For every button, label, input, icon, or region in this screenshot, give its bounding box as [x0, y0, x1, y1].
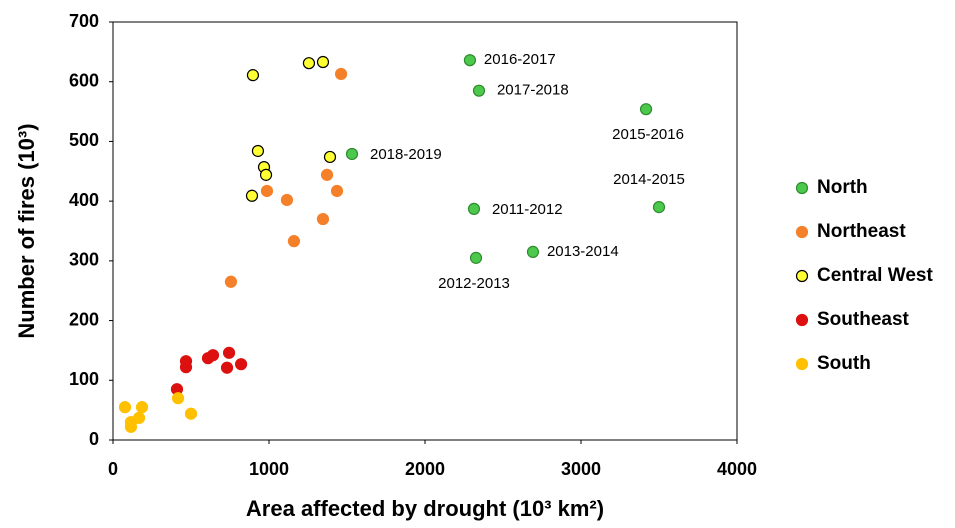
x-tick-label: 3000 — [561, 459, 601, 479]
point — [246, 69, 260, 82]
y-tick-label: 0 — [89, 429, 99, 449]
point — [206, 349, 220, 362]
y-tick-label: 600 — [69, 70, 99, 90]
legend-marker — [795, 313, 809, 327]
point — [220, 361, 234, 374]
point — [184, 407, 198, 420]
x-tick-label: 2000 — [405, 459, 445, 479]
legend-label: North — [817, 177, 868, 198]
y-tick-label: 400 — [69, 190, 99, 210]
point — [652, 201, 666, 214]
legend-marker — [795, 357, 809, 371]
y-tick-label: 500 — [69, 130, 99, 150]
point — [171, 392, 185, 405]
x-tick-label: 4000 — [717, 459, 757, 479]
point — [316, 212, 330, 226]
point — [259, 168, 273, 181]
point — [287, 235, 301, 248]
point-label: 2011-2012 — [492, 201, 563, 218]
y-tick-label: 200 — [69, 309, 99, 329]
x-tick-label: 1000 — [249, 459, 289, 479]
x-tick-label: 0 — [108, 459, 118, 479]
point-label: 2015-2016 — [612, 126, 684, 143]
legend-label: South — [817, 353, 871, 374]
point — [135, 401, 149, 414]
point — [222, 346, 236, 359]
point-label: 2018-2019 — [370, 146, 442, 163]
point-label: 2012-2013 — [438, 275, 510, 292]
point — [280, 193, 294, 207]
point — [234, 358, 248, 371]
point — [245, 189, 259, 202]
y-tick-label: 100 — [69, 369, 99, 389]
legend-label: Central West — [817, 265, 933, 286]
point-label: 2016-2017 — [484, 51, 556, 68]
point — [179, 361, 193, 374]
point — [320, 168, 334, 181]
point — [472, 84, 486, 97]
point-label: 2013-2014 — [547, 243, 619, 260]
legend-label: Southeast — [817, 309, 910, 330]
point — [467, 202, 481, 216]
point — [224, 275, 238, 288]
point — [260, 184, 274, 198]
point — [463, 54, 477, 67]
legend-label: Northeast — [817, 221, 906, 242]
x-axis-title: Area affected by drought (10³ km²) — [246, 496, 604, 521]
point — [345, 147, 359, 161]
point — [251, 144, 265, 158]
y-tick-label: 700 — [69, 11, 99, 31]
point — [323, 150, 337, 164]
point — [330, 184, 344, 198]
point — [334, 67, 348, 81]
y-axis-title: Number of fires (10³) — [14, 123, 39, 338]
point-label: 2017-2018 — [497, 82, 569, 99]
point — [124, 420, 138, 433]
point — [639, 103, 653, 116]
point — [469, 251, 483, 264]
point — [302, 57, 316, 70]
y-tick-label: 300 — [69, 250, 99, 270]
plot-frame — [112, 21, 738, 441]
point — [316, 55, 330, 69]
legend-marker — [795, 181, 809, 195]
point — [526, 245, 540, 258]
point — [118, 401, 132, 414]
legend-marker — [795, 225, 809, 239]
legend-marker — [795, 269, 809, 283]
point-label: 2014-2015 — [613, 171, 685, 188]
